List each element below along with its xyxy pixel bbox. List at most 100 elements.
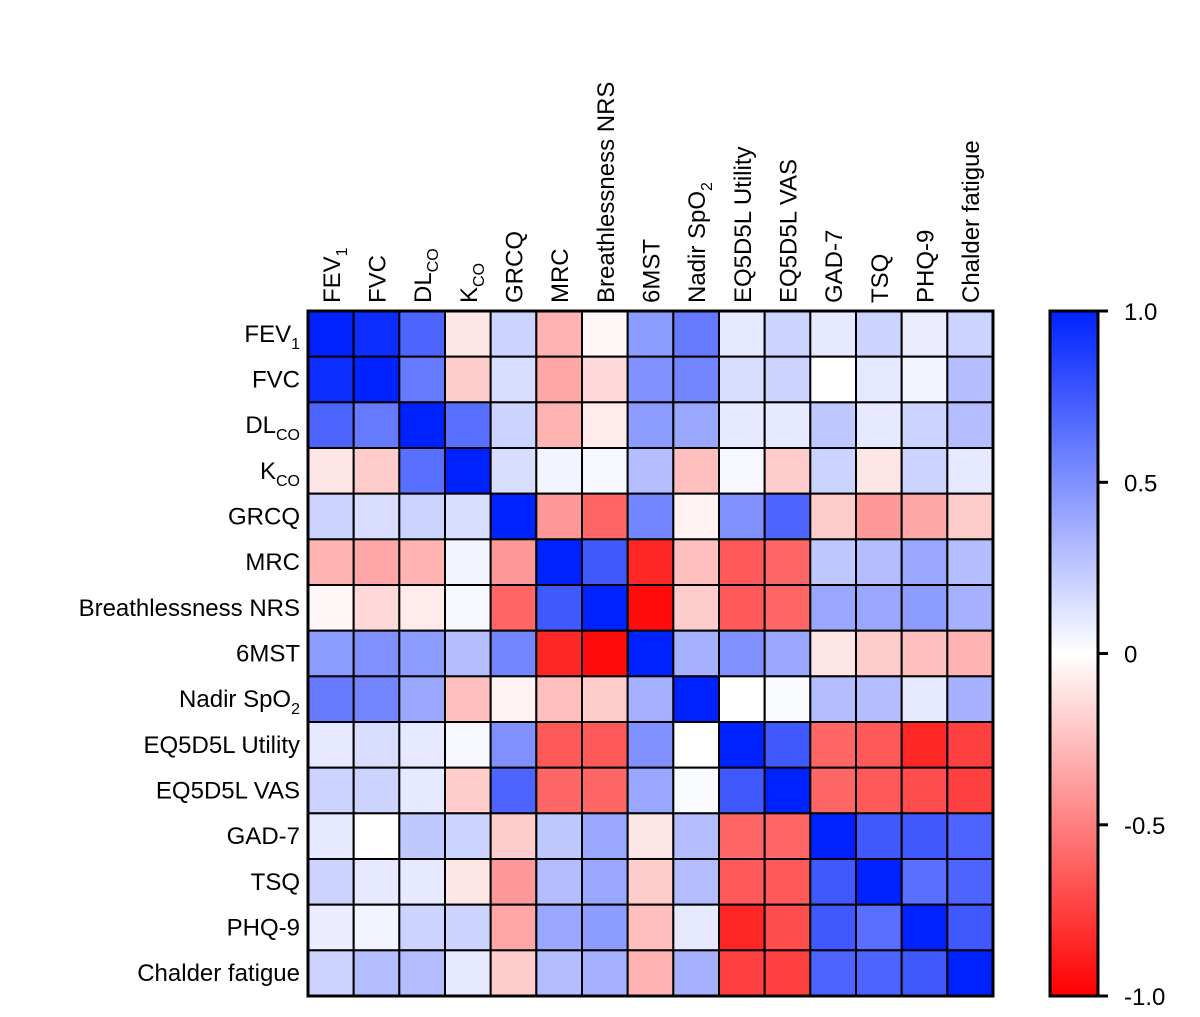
heatmap-cell-mrc-eq5d5l-utility <box>718 538 766 587</box>
heatmap-cell-chalder-fatigue-nadir-spo2 <box>672 949 721 998</box>
heatmap-cell-breathlessness-nrs-nadir-spo2 <box>672 584 721 632</box>
row-label-gad-7: GAD-7 <box>227 823 300 850</box>
heatmap-cell-eq5d5l-vas-chalder-fatigue <box>946 766 995 815</box>
heatmap-cell-gad-7-breathlessness-nrs <box>581 812 629 861</box>
heatmap-cell-chalder-fatigue-eq5d5l-vas <box>763 949 812 998</box>
heatmap-cell-kco-phq-9 <box>900 447 949 495</box>
heatmap-cell-nadir-spo2-nadir-spo2 <box>672 675 721 724</box>
heatmap-cell-fvc-breathlessness-nrs <box>581 355 629 404</box>
heatmap-cell-kco-nadir-spo2 <box>672 447 721 495</box>
heatmap-cell-phq-9-fvc <box>352 903 401 952</box>
heatmap-cell-fvc-eq5d5l-utility <box>718 355 766 404</box>
heatmap-cell-dlco-grcq <box>489 401 538 449</box>
row-label-eq5d5l-vas: EQ5D5L VAS <box>156 778 300 805</box>
row-label-mrc: MRC <box>245 549 300 576</box>
heatmap-cell-eq5d5l-vas-6mst <box>626 766 675 815</box>
heatmap-cell-grcq-mrc <box>535 492 584 541</box>
heatmap-cell-mrc-kco <box>444 538 492 587</box>
heatmap-cell-kco-dlco <box>398 447 446 495</box>
heatmap-cell-fvc-fvc <box>352 355 401 404</box>
column-label-tsq: TSQ <box>867 254 894 303</box>
heatmap-cell-6mst-grcq <box>489 629 538 678</box>
heatmap-cell-fvc-eq5d5l-vas <box>763 355 812 404</box>
heatmap-cell-eq5d5l-utility-nadir-spo2 <box>672 721 721 769</box>
heatmap-cell-mrc-grcq <box>489 538 538 587</box>
row-label-fvc: FVC <box>252 367 300 394</box>
heatmap-cell-fvc-phq-9 <box>900 355 949 404</box>
colorbar-gradient <box>1048 309 1100 998</box>
heatmap-cell-phq-9-eq5d5l-utility <box>718 903 766 952</box>
heatmap-cell-gad-7-kco <box>444 812 492 861</box>
row-label-breathlessness-nrs: Breathlessness NRS <box>79 595 300 622</box>
heatmap-cell-chalder-fatigue-fev1 <box>307 949 355 998</box>
heatmap-cell-dlco-eq5d5l-vas <box>763 401 812 449</box>
heatmap-cell-breathlessness-nrs-fvc <box>352 584 401 632</box>
heatmap-cell-gad-7-grcq <box>489 812 538 861</box>
heatmap-cell-chalder-fatigue-6mst <box>626 949 675 998</box>
heatmap-cell-kco-tsq <box>855 447 903 495</box>
column-label-kco: KCO <box>456 263 488 303</box>
heatmap-cell-phq-9-kco <box>444 903 492 952</box>
heatmap-cell-fev1-breathlessness-nrs <box>581 310 629 358</box>
heatmap-cell-grcq-gad-7 <box>809 492 858 541</box>
heatmap-cell-chalder-fatigue-gad-7 <box>809 949 858 998</box>
heatmap-cell-fvc-tsq <box>855 355 903 404</box>
heatmap-cell-mrc-phq-9 <box>900 538 949 587</box>
heatmap-cell-phq-9-eq5d5l-vas <box>763 903 812 952</box>
row-label-nadir-spo2: Nadir SpO2 <box>179 686 300 718</box>
heatmap-cell-chalder-fatigue-mrc <box>535 949 584 998</box>
heatmap-cell-chalder-fatigue-dlco <box>398 949 446 998</box>
heatmap-cell-tsq-gad-7 <box>809 858 858 906</box>
heatmap-cell-gad-7-phq-9 <box>900 812 949 861</box>
heatmap-cell-grcq-fev1 <box>307 492 355 541</box>
heatmap-cell-mrc-breathlessness-nrs <box>581 538 629 587</box>
heatmap-cell-fvc-nadir-spo2 <box>672 355 721 404</box>
heatmap-cell-eq5d5l-vas-eq5d5l-utility <box>718 766 766 815</box>
heatmap-cell-nadir-spo2-fvc <box>352 675 401 724</box>
heatmap-cell-6mst-fev1 <box>307 629 355 678</box>
heatmap-cell-mrc-eq5d5l-vas <box>763 538 812 587</box>
heatmap-cell-tsq-6mst <box>626 858 675 906</box>
heatmap-cell-eq5d5l-utility-eq5d5l-utility <box>718 721 766 769</box>
heatmap-cell-tsq-breathlessness-nrs <box>581 858 629 906</box>
heatmap-cell-6mst-breathlessness-nrs <box>581 629 629 678</box>
heatmap-cell-breathlessness-nrs-grcq <box>489 584 538 632</box>
heatmap-cell-fev1-6mst <box>626 310 675 358</box>
heatmap-cell-dlco-tsq <box>855 401 903 449</box>
heatmap-cell-6mst-eq5d5l-vas <box>763 629 812 678</box>
heatmap-cell-fvc-mrc <box>535 355 584 404</box>
heatmap-cell-nadir-spo2-6mst <box>626 675 675 724</box>
heatmap-cell-tsq-tsq <box>855 858 903 906</box>
heatmap-cell-6mst-chalder-fatigue <box>946 629 995 678</box>
heatmap-cell-eq5d5l-vas-fev1 <box>307 766 355 815</box>
row-label-tsq: TSQ <box>251 869 300 896</box>
heatmap-cell-eq5d5l-vas-nadir-spo2 <box>672 766 721 815</box>
colorbar-ticks: 1.0 0.5 0 -0.5 -1.0 <box>1098 299 1165 1011</box>
heatmap-cell-phq-9-fev1 <box>307 903 355 952</box>
heatmap-cell-nadir-spo2-tsq <box>855 675 903 724</box>
heatmap-cell-kco-grcq <box>489 447 538 495</box>
heatmap-cell-breathlessness-nrs-6mst <box>626 584 675 632</box>
heatmap-cell-tsq-mrc <box>535 858 584 906</box>
heatmap-cell-fvc-gad-7 <box>809 355 858 404</box>
heatmap-cell-fvc-dlco <box>398 355 446 404</box>
heatmap-cell-breathlessness-nrs-fev1 <box>307 584 355 632</box>
colorbar-tick-label: 0.5 <box>1124 470 1157 497</box>
heatmap-cell-fev1-grcq <box>489 310 538 358</box>
heatmap-cell-fev1-fev1 <box>307 310 355 358</box>
heatmap-cell-phq-9-dlco <box>398 903 446 952</box>
heatmap-cell-chalder-fatigue-breathlessness-nrs <box>581 949 629 998</box>
heatmap-cell-phq-9-nadir-spo2 <box>672 903 721 952</box>
heatmap-cell-fev1-chalder-fatigue <box>946 310 995 358</box>
heatmap-cell-breathlessness-nrs-dlco <box>398 584 446 632</box>
column-label-gad-7: GAD-7 <box>821 230 848 303</box>
heatmap-cell-eq5d5l-vas-tsq <box>855 766 903 815</box>
heatmap-cell-kco-eq5d5l-utility <box>718 447 766 495</box>
heatmap-cell-fvc-6mst <box>626 355 675 404</box>
heatmap-cell-eq5d5l-vas-phq-9 <box>900 766 949 815</box>
heatmap-cell-nadir-spo2-eq5d5l-utility <box>718 675 766 724</box>
heatmap-cell-kco-fev1 <box>307 447 355 495</box>
column-label-dlco: DLCO <box>410 248 442 303</box>
heatmap-cell-nadir-spo2-gad-7 <box>809 675 858 724</box>
